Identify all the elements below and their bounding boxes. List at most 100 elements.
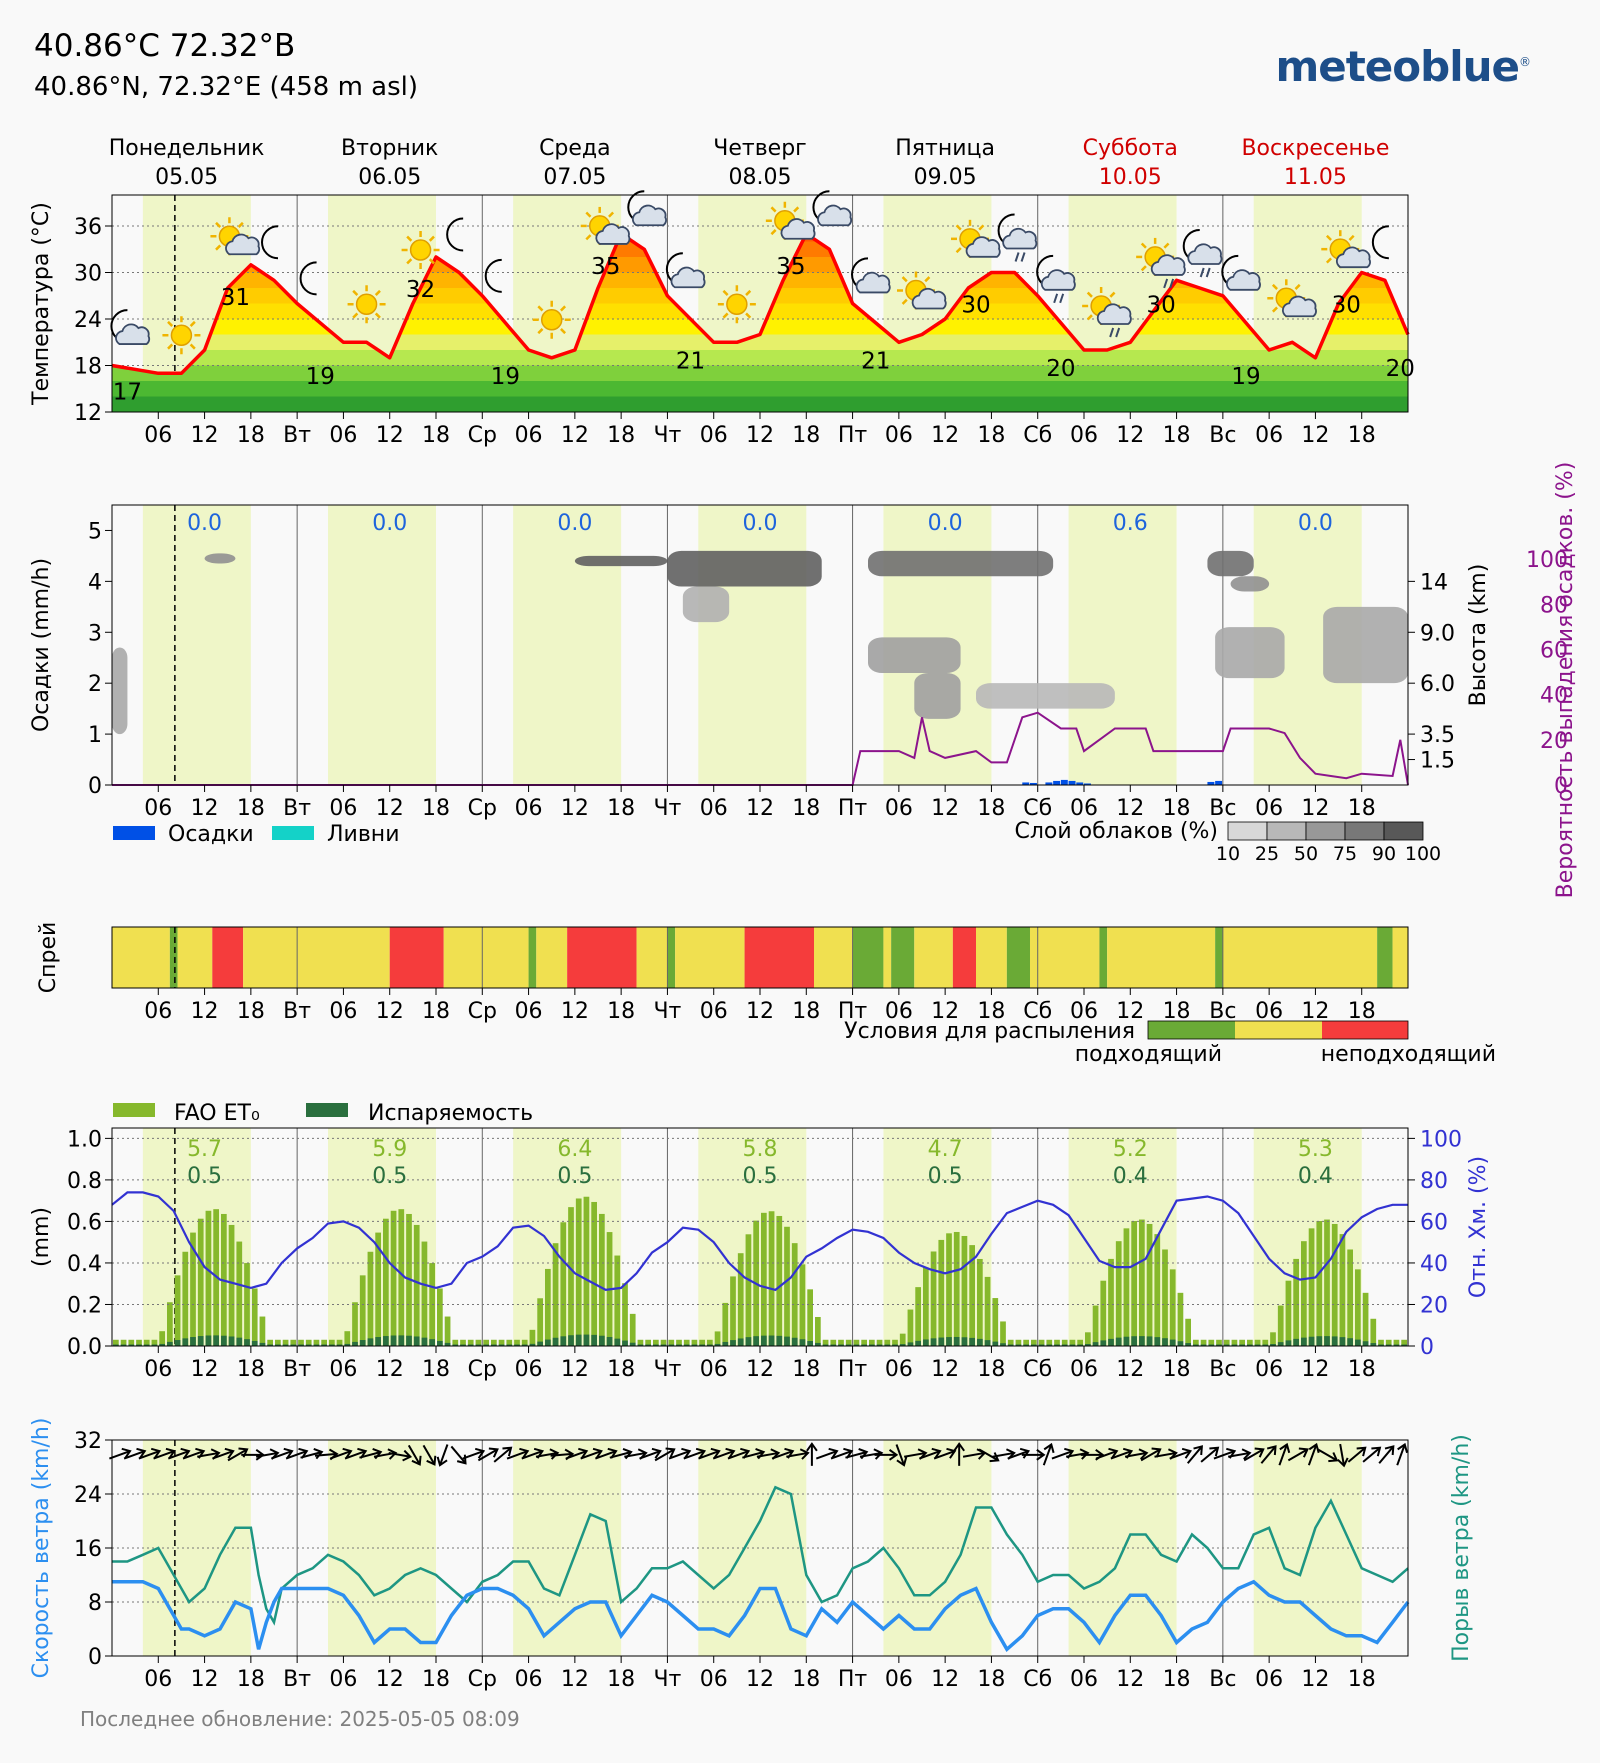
- spray-segment: [169, 927, 178, 988]
- x-tick-label: 18: [1163, 796, 1191, 821]
- fao-bar: [1085, 1332, 1091, 1346]
- wind-direction-arrow: [285, 1447, 309, 1460]
- wind-direction-arrow: [1287, 1447, 1309, 1462]
- daily-fao-sum: 5.2: [1113, 1137, 1148, 1162]
- fao-bar: [1007, 1339, 1014, 1346]
- x-tick-label: 06: [144, 1357, 172, 1382]
- fao-bar: [1169, 1269, 1176, 1346]
- moon-cloud-icon: [851, 257, 891, 294]
- fao-bar: [491, 1339, 497, 1346]
- x-tick-label: 12: [1301, 1357, 1329, 1382]
- wind-direction-arrow: [565, 1447, 589, 1460]
- evap-bar: [151, 1344, 158, 1346]
- fao-bar: [568, 1207, 574, 1346]
- evap-bar: [1069, 1344, 1076, 1346]
- evap-bar: [784, 1336, 790, 1346]
- spray-segment: [1107, 927, 1216, 988]
- temperature-min-label: 19: [491, 364, 520, 390]
- fao-bar: [629, 1313, 636, 1346]
- fao-bar: [1208, 1339, 1215, 1346]
- temperature-max-label: 30: [961, 293, 990, 319]
- evap-bar: [1000, 1343, 1006, 1346]
- evap-bar: [1085, 1344, 1091, 1346]
- x-tick-label: 18: [1348, 423, 1376, 448]
- fao-bar: [1115, 1241, 1122, 1346]
- evap-bar: [1223, 1344, 1230, 1346]
- fao-bar: [807, 1289, 813, 1346]
- x-tick-label: 18: [237, 1357, 265, 1382]
- x-tick-label-day: Пт: [838, 999, 868, 1024]
- fao-bar: [1247, 1339, 1253, 1346]
- moon-cloud-icon: [812, 190, 853, 227]
- fao-bar: [1000, 1321, 1006, 1346]
- fao-bar: [1123, 1228, 1130, 1346]
- fao-bar: [483, 1339, 489, 1346]
- wind-direction-arrow: [436, 1444, 449, 1467]
- x-tick-label: 12: [931, 999, 959, 1024]
- fao-bar: [313, 1339, 320, 1346]
- fao-bar: [236, 1241, 243, 1346]
- humidity-tick-label: 60: [1420, 1210, 1448, 1235]
- temperature-line: [111, 232, 1410, 376]
- evap-bar: [136, 1344, 142, 1346]
- fao-bar: [205, 1210, 212, 1346]
- evap-bar: [1231, 1344, 1238, 1346]
- x-tick-label: 12: [931, 796, 959, 821]
- evap-bar: [1347, 1338, 1353, 1346]
- x-tick-label: 18: [1348, 1357, 1376, 1382]
- cloud-legend-title: Слой облаков (%): [1014, 819, 1218, 844]
- evap-bar: [969, 1337, 975, 1346]
- day-date: 07.05: [543, 165, 606, 190]
- fao-bar: [614, 1255, 621, 1346]
- meteoblue-logo[interactable]: meteoblue®: [1275, 42, 1531, 91]
- fao-bar: [977, 1258, 983, 1346]
- evap-bar: [714, 1343, 721, 1346]
- wind-direction-arrow: [1260, 1445, 1277, 1464]
- fao-bar: [305, 1339, 312, 1346]
- x-tick-label: 18: [977, 999, 1005, 1024]
- spray-legend-bad-swatch: [1322, 1021, 1408, 1039]
- x-tick-label: 12: [561, 999, 589, 1024]
- evap-bar: [352, 1341, 358, 1346]
- evap-bar: [1378, 1344, 1384, 1346]
- x-tick-label: 06: [1070, 1357, 1098, 1382]
- sun-cloud-icon: [765, 201, 816, 240]
- evap-bar: [529, 1343, 536, 1346]
- daily-fao-sum: 6.4: [557, 1137, 592, 1162]
- x-tick-label-day: Сб: [1023, 999, 1052, 1024]
- fao-bar: [745, 1234, 752, 1346]
- sun-icon: [532, 300, 571, 339]
- height-tick-label: 6.0: [1420, 672, 1455, 697]
- spray-segment: [389, 927, 444, 988]
- spray-legend-mid-swatch: [1235, 1021, 1322, 1039]
- wind-direction-arrow: [271, 1447, 294, 1460]
- sun-icon: [347, 285, 386, 324]
- x-tick-label: 18: [422, 1667, 450, 1692]
- evap-bar: [1254, 1344, 1261, 1346]
- x-tick-label: 12: [1301, 796, 1329, 821]
- cloud-layer: [682, 586, 730, 623]
- x-tick-label: 06: [1070, 1667, 1098, 1692]
- moon-icon: [446, 217, 464, 252]
- evap-bar: [452, 1344, 459, 1346]
- x-tick-label: 12: [376, 796, 404, 821]
- x-tick-label: 18: [422, 796, 450, 821]
- cloud-layer: [868, 637, 961, 673]
- spray-legend-frame: [1147, 1020, 1409, 1040]
- evap-bar: [699, 1344, 705, 1346]
- evap-bar: [1185, 1343, 1191, 1346]
- wind-direction-arrow: [329, 1447, 353, 1460]
- temperature-min-label: 19: [306, 364, 335, 390]
- daily-precip-sum: 0.6: [1113, 511, 1148, 536]
- fao-bar: [1154, 1234, 1161, 1346]
- day-name: Понедельник: [109, 136, 265, 161]
- spray-segment: [212, 927, 244, 988]
- humidity-tick-label: 80: [1420, 1169, 1448, 1194]
- fao-bar: [1378, 1339, 1384, 1346]
- fao-bar: [776, 1215, 783, 1346]
- fao-bar: [321, 1339, 327, 1346]
- x-tick-label: 12: [376, 423, 404, 448]
- fao-bar: [159, 1331, 165, 1346]
- evap-bar: [1108, 1338, 1114, 1346]
- fao-bar: [498, 1339, 505, 1346]
